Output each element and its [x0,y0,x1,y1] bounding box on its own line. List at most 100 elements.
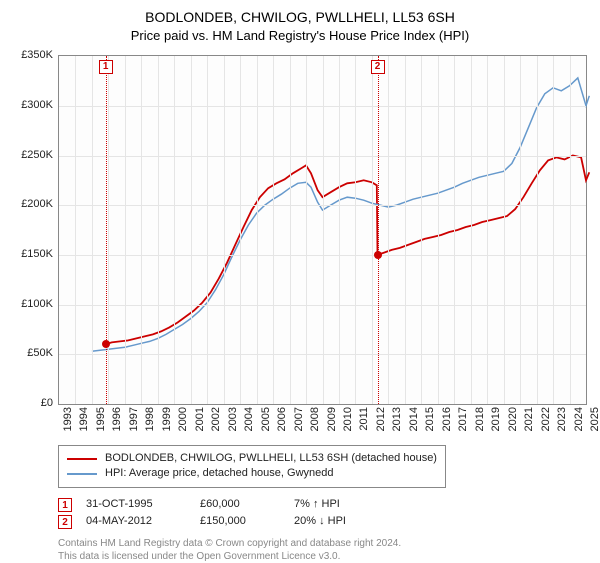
sale-date: 31-OCT-1995 [86,496,186,514]
chart-title: BODLONDEB, CHWILOG, PWLLHELI, LL53 6SH [10,8,590,26]
gridline-vertical [240,56,241,404]
gridline-vertical [290,56,291,404]
x-axis-label: 2007 [293,407,305,431]
x-axis-label: 2025 [589,407,600,431]
gridline-vertical [537,56,538,404]
sale-price: £150,000 [200,513,280,531]
x-axis-label: 2014 [408,407,420,431]
gridline-vertical [438,56,439,404]
y-axis-label: £100K [21,298,53,310]
gridline-vertical [405,56,406,404]
sale-row: 131-OCT-1995£60,0007% ↑ HPI [58,496,590,514]
sale-point [374,251,382,259]
gridline-vertical [553,56,554,404]
gridline-vertical [504,56,505,404]
x-axis-label: 2012 [375,407,387,431]
gridline-vertical [570,56,571,404]
plot-region: 12 [58,55,587,405]
legend-label: HPI: Average price, detached house, Gwyn… [105,466,334,481]
sale-marker: 1 [99,60,113,74]
x-axis-label: 2019 [490,407,502,431]
sale-point [102,340,110,348]
gridline-vertical [471,56,472,404]
y-axis-label: £300K [21,99,53,111]
gridline-vertical [158,56,159,404]
gridline-vertical [339,56,340,404]
legend: BODLONDEB, CHWILOG, PWLLHELI, LL53 6SH (… [58,445,446,488]
footnote-line: Contains HM Land Registry data © Crown c… [58,537,590,550]
x-axis: 1993199419951996199719981999200020012002… [58,405,587,437]
sale-date: 04-MAY-2012 [86,513,186,531]
gridline-vertical [92,56,93,404]
legend-item: BODLONDEB, CHWILOG, PWLLHELI, LL53 6SH (… [67,451,437,466]
x-axis-label: 2018 [474,407,486,431]
legend-item: HPI: Average price, detached house, Gwyn… [67,466,437,481]
footnote-line: This data is licensed under the Open Gov… [58,550,590,563]
legend-swatch [67,458,97,460]
x-axis-label: 2022 [540,407,552,431]
x-axis-label: 2005 [260,407,272,431]
y-axis-label: £0 [41,397,53,409]
gridline-vertical [306,56,307,404]
gridline-vertical [355,56,356,404]
sale-price: £60,000 [200,496,280,514]
sale-reference-line [106,56,107,404]
x-axis-label: 2017 [457,407,469,431]
gridline-vertical [75,56,76,404]
x-axis-label: 1997 [128,407,140,431]
y-axis: £0£50K£100K£150K£200K£250K£300K£350K [10,55,55,437]
gridline-vertical [224,56,225,404]
sale-row: 2 04-MAY-2012 £150,000 20% ↓ HPI [58,513,590,531]
gridline-vertical [174,56,175,404]
gridline-vertical [388,56,389,404]
gridline-vertical [273,56,274,404]
sale-delta: 7% ↑ HPI [294,496,340,514]
x-axis-label: 2013 [391,407,403,431]
x-axis-label: 2004 [243,407,255,431]
x-axis-label: 1994 [78,407,90,431]
x-axis-label: 2006 [276,407,288,431]
x-axis-label: 1998 [144,407,156,431]
x-axis-label: 2001 [194,407,206,431]
x-axis-label: 2002 [210,407,222,431]
legend-label: BODLONDEB, CHWILOG, PWLLHELI, LL53 6SH (… [105,451,437,466]
x-axis-label: 2008 [309,407,321,431]
gridline-vertical [207,56,208,404]
series-line-hpi [92,78,589,351]
x-axis-label: 2010 [342,407,354,431]
x-axis-label: 2023 [556,407,568,431]
y-axis-label: £350K [21,49,53,61]
chart-area: £0£50K£100K£150K£200K£250K£300K£350K 12 … [10,55,590,437]
gridline-vertical [141,56,142,404]
sale-reference-line [378,56,379,404]
sale-index-badge: 2 [58,515,72,529]
x-axis-label: 2020 [507,407,519,431]
gridline-vertical [191,56,192,404]
x-axis-label: 2003 [227,407,239,431]
gridline-vertical [108,56,109,404]
gridline-vertical [372,56,373,404]
y-axis-label: £250K [21,149,53,161]
chart-subtitle: Price paid vs. HM Land Registry's House … [10,28,590,45]
y-axis-label: £150K [21,248,53,260]
y-axis-label: £200K [21,198,53,210]
sales-table: 131-OCT-1995£60,0007% ↑ HPI204-MAY-2012£… [58,496,590,531]
gridline-vertical [421,56,422,404]
x-axis-label: 2011 [358,407,370,431]
x-axis-label: 2021 [523,407,535,431]
legend-swatch [67,473,97,475]
x-axis-label: 1996 [111,407,123,431]
gridline-vertical [520,56,521,404]
y-axis-label: £50K [27,347,53,359]
x-axis-label: 2016 [441,407,453,431]
x-axis-label: 1995 [95,407,107,431]
gridline-vertical [125,56,126,404]
x-axis-label: 1999 [161,407,173,431]
x-axis-label: 2015 [424,407,436,431]
x-axis-label: 2024 [573,407,585,431]
x-axis-label: 1993 [62,407,74,431]
chart-container: BODLONDEB, CHWILOG, PWLLHELI, LL53 6SH P… [0,0,600,560]
gridline-vertical [257,56,258,404]
gridline-vertical [454,56,455,404]
sale-delta: 20% ↓ HPI [294,513,346,531]
